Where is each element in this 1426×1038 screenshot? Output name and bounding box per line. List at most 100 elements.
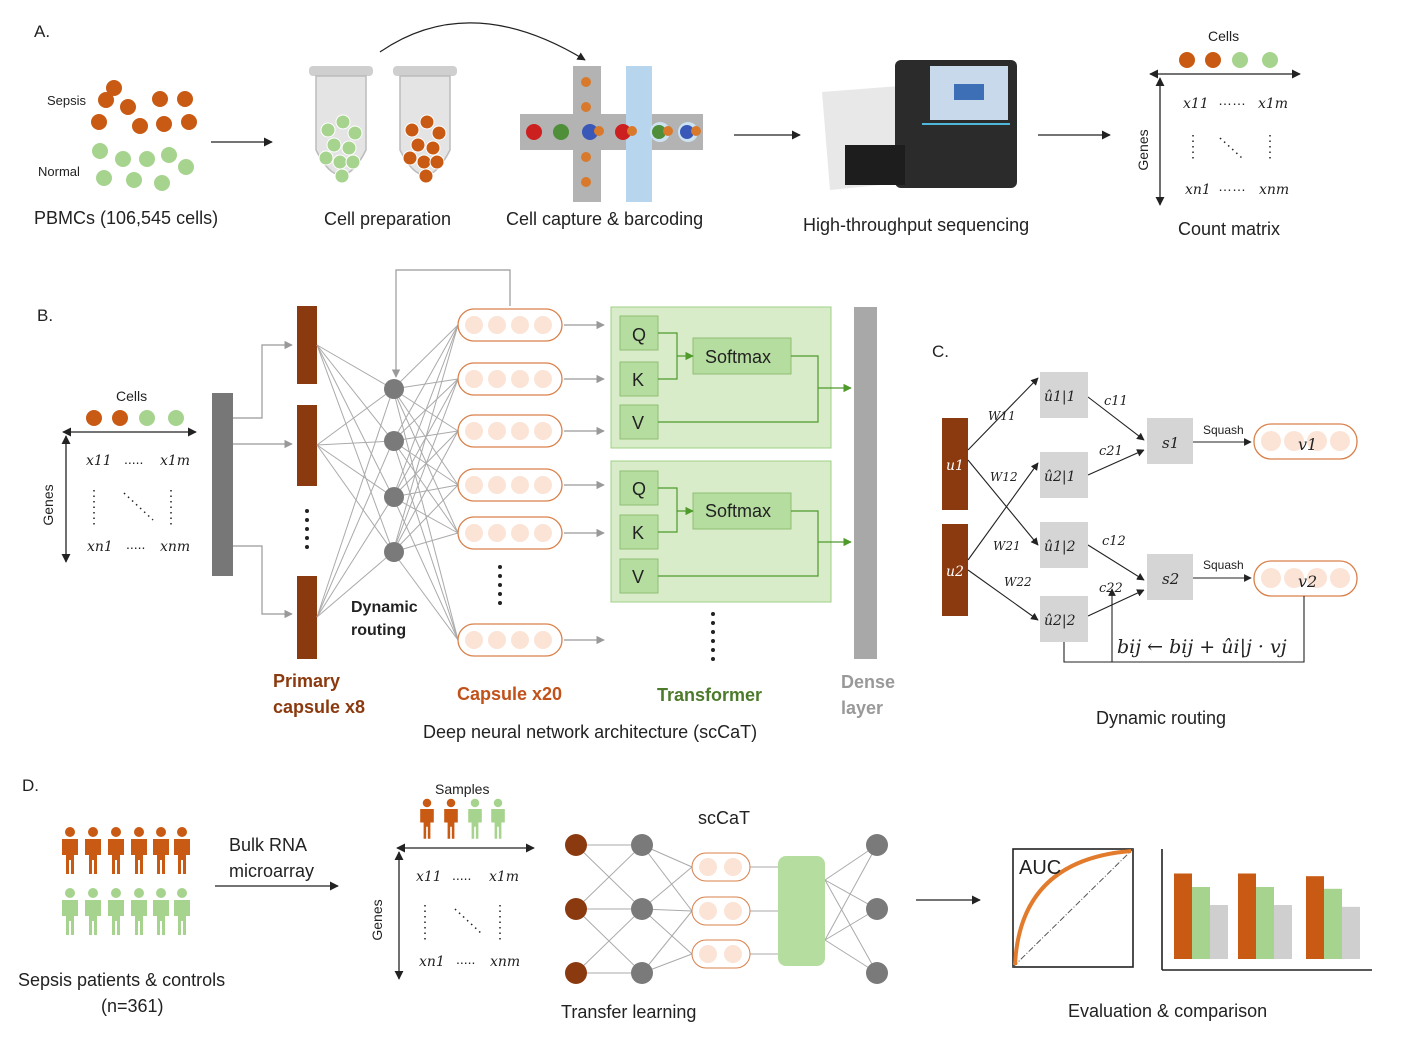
sepsis-cells [91, 80, 197, 134]
transfer-label: Transfer learning [561, 1002, 696, 1022]
m11-d: x11 [416, 869, 442, 885]
bar-2-1 [1324, 888, 1342, 959]
people-sepsis [62, 827, 190, 874]
dense-label-1: Dense [841, 672, 895, 692]
tube-sepsis [393, 66, 457, 184]
pbmc-label: PBMCs (106,545 cells) [34, 208, 218, 228]
transformer-label: Transformer [657, 685, 762, 705]
auc-label: AUC [1019, 857, 1061, 879]
svg-text:.....: ..... [452, 867, 471, 883]
panel-b: B. Cells Genes x11 x1m xn1 xnm ..... ...… [37, 269, 895, 742]
capsule-label: Capsule x20 [457, 684, 562, 704]
v-2: V [632, 567, 644, 587]
genes-label-d: Genes [369, 899, 385, 940]
panel-a-letter: A. [34, 22, 50, 41]
svg-text:……: …… [1218, 178, 1246, 194]
bar-2-2 [1342, 906, 1360, 959]
update-rule: bij ← bij + ûi|j · vj [1117, 636, 1287, 658]
sample-matrix: Samples Genes x11 x1m xn1 xnm ..... ....… [369, 781, 535, 980]
bar-1-1 [1256, 887, 1274, 959]
bar-1-2 [1274, 905, 1292, 959]
auc-plot: AUC [1012, 848, 1134, 968]
samples-label: Samples [435, 781, 489, 797]
bar-0-1 [1192, 887, 1210, 959]
primary-capsule-label-1: Primary [273, 671, 340, 691]
m1m-a: x1m [1258, 96, 1288, 112]
cells-label-a: Cells [1208, 28, 1239, 44]
uh22: û2|2 [1044, 613, 1076, 629]
panel-b-caption: Deep neural network architecture (scCaT) [423, 722, 757, 742]
count-matrix-a: Cells Genes x11 x1m xn1 xnm …… …… [1135, 28, 1301, 206]
dynamic-label-2: routing [351, 622, 406, 639]
w22: W22 [1004, 575, 1032, 589]
s2: s2 [1162, 570, 1179, 588]
primary-capsule-label-2: capsule x8 [273, 697, 365, 717]
bar-1-0 [1238, 873, 1256, 959]
normal-cells [92, 143, 194, 191]
count-matrix-b: Cells Genes x11 x1m xn1 xnm ..... ..... [40, 388, 197, 563]
v2: v2 [1298, 572, 1317, 591]
squash-2: Squash [1203, 558, 1244, 572]
panel-c-caption: Dynamic routing [1096, 708, 1226, 728]
dense-layer [854, 307, 877, 659]
bars-group [1174, 873, 1360, 959]
bar-2-0 [1306, 876, 1324, 959]
uh12: û1|2 [1044, 539, 1076, 555]
comparison-bars [1161, 849, 1372, 971]
u2: u2 [946, 564, 964, 580]
bar-0-0 [1174, 873, 1192, 959]
transformer-block-1: Q K V Softmax [610, 306, 852, 449]
count-matrix-label: Count matrix [1178, 219, 1280, 239]
normal-label: Normal [38, 164, 80, 179]
genes-label-b: Genes [40, 484, 56, 525]
w11: W11 [988, 409, 1016, 423]
w12: W12 [990, 470, 1018, 484]
c22: c22 [1099, 581, 1123, 596]
genes-label-a: Genes [1135, 129, 1151, 170]
m1m-b: x1m [160, 453, 190, 469]
k-1: K [632, 370, 644, 390]
transformer-block-2: Q K V Softmax [610, 460, 852, 603]
input-layer [212, 393, 233, 576]
svg-text:.....: ..... [126, 536, 145, 552]
panel-c-letter: C. [932, 342, 949, 361]
sccat-label: scCaT [698, 808, 750, 828]
mnm-d: xnm [490, 954, 520, 970]
v1: v1 [1298, 435, 1317, 454]
c21: c21 [1099, 444, 1123, 459]
c12: c12 [1102, 534, 1126, 549]
u1: u1 [946, 458, 964, 474]
bulk-label-2: microarray [229, 861, 314, 881]
people-controls [62, 888, 190, 935]
m11-b: x11 [86, 453, 112, 469]
uh11: û1|1 [1044, 389, 1076, 405]
c11: c11 [1104, 394, 1128, 409]
mnm-b: xnm [160, 539, 190, 555]
capsules-x20 [457, 308, 563, 657]
sccat-network: scCaT [561, 808, 888, 1022]
mn1-b: xn1 [87, 539, 113, 555]
softmax-2: Softmax [705, 501, 771, 521]
s1: s1 [1162, 434, 1179, 452]
bulk-label-1: Bulk RNA [229, 835, 307, 855]
mnm-a: xnm [1259, 182, 1289, 198]
q-1: Q [632, 325, 646, 345]
sepsis-label: Sepsis [47, 93, 87, 108]
sequencer-machine [822, 60, 1017, 190]
dense-label-2: layer [841, 698, 883, 718]
m11-a: x11 [1183, 96, 1209, 112]
q-2: Q [632, 479, 646, 499]
m1m-d: x1m [489, 869, 519, 885]
capture-label: Cell capture & barcoding [506, 209, 703, 229]
svg-text:.....: ..... [124, 451, 143, 467]
routing-nodes [384, 379, 404, 562]
eval-label: Evaluation & comparison [1068, 1001, 1267, 1021]
tube-normal [309, 66, 373, 184]
svg-text:.....: ..... [456, 951, 475, 967]
primary-capsules [297, 306, 317, 659]
w21: W21 [993, 539, 1021, 553]
mn1-a: xn1 [1185, 182, 1211, 198]
squash-1: Squash [1203, 423, 1244, 437]
panel-d: D. Sepsis patients & controls (n=361) Bu… [18, 776, 1372, 1022]
